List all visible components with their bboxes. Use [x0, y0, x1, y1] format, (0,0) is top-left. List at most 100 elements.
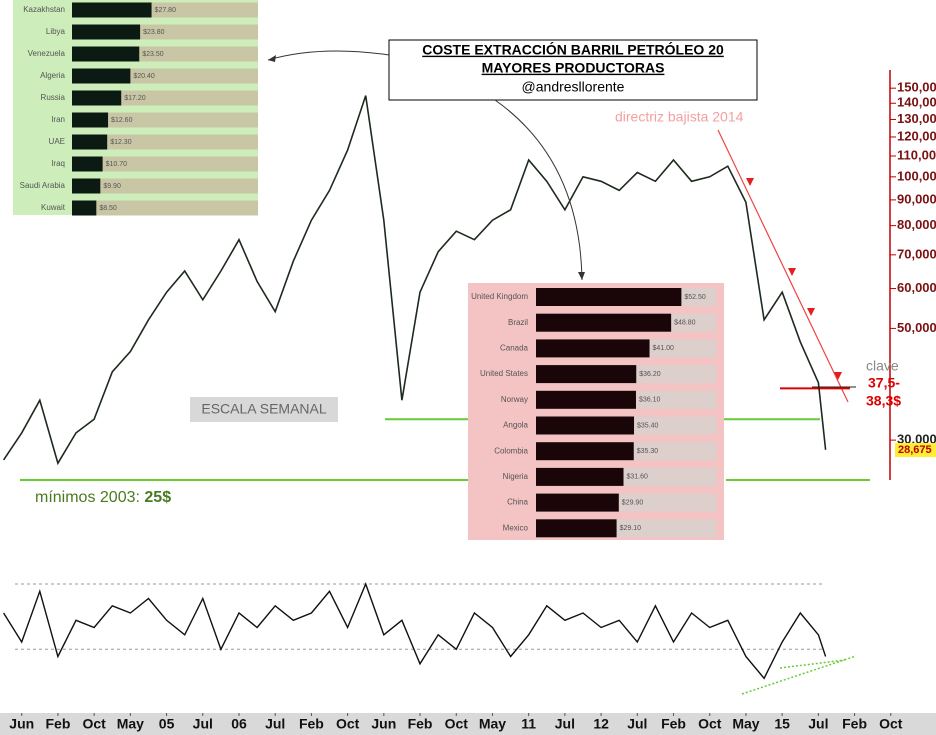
- y-tick-label: 130,00: [897, 111, 936, 126]
- bar-value-label: $31.60: [627, 474, 649, 481]
- bar: [72, 200, 97, 216]
- x-tick-label: Feb: [299, 716, 324, 732]
- bar: [536, 339, 650, 358]
- y-tick-label: 80,000: [897, 217, 936, 232]
- bar-value-label: $12.60: [111, 117, 133, 124]
- x-tick-label: Oct: [445, 716, 469, 732]
- x-tick-label: Oct: [698, 716, 722, 732]
- bar-label: Mexico: [503, 523, 529, 532]
- x-tick-label: Jul: [193, 716, 213, 732]
- bar-value-label: $20.40: [133, 73, 155, 80]
- bar: [72, 24, 141, 40]
- key-range: 37,5-: [868, 375, 900, 391]
- x-axis-strip: [0, 713, 936, 735]
- bar-value-label: $48.80: [674, 320, 696, 327]
- key-range: 38,3$: [866, 393, 901, 409]
- bar-track: [72, 200, 258, 216]
- last-value-label: 28,675: [898, 444, 932, 456]
- x-tick-label: Jul: [627, 716, 647, 732]
- pointer-head: [578, 272, 585, 280]
- x-tick-label: May: [117, 716, 144, 732]
- x-tick-label: May: [732, 716, 759, 732]
- bar: [536, 313, 672, 332]
- pointer-head: [268, 55, 276, 62]
- title: MAYORES PRODUCTORAS: [482, 60, 665, 76]
- bar-value-label: $23.50: [142, 51, 164, 58]
- bar-value-label: $35.40: [637, 422, 659, 429]
- x-tick-label: Feb: [408, 716, 433, 732]
- bar-value-label: $36.20: [639, 371, 661, 378]
- y-tick-label: 90,000: [897, 191, 936, 206]
- x-tick-label: Jun: [9, 716, 34, 732]
- bar-label: United Kingdom: [471, 292, 528, 301]
- osc-trend: [779, 659, 846, 669]
- bar-label: Iran: [51, 115, 65, 124]
- x-tick-label: Jul: [265, 716, 285, 732]
- bar-label: Kuwait: [41, 203, 66, 212]
- bar-value-label: $27.80: [155, 7, 177, 14]
- bar-label: Colombia: [494, 446, 528, 455]
- bar-value-label: $36.10: [639, 397, 661, 404]
- y-tick-label: 70,000: [897, 246, 936, 261]
- x-tick-label: May: [479, 716, 506, 732]
- bar: [536, 288, 682, 306]
- min-text: mínimos 2003:: [35, 489, 144, 506]
- x-tick-label: Jul: [555, 716, 575, 732]
- bar: [72, 134, 108, 150]
- y-tick-label: 60,000: [897, 280, 936, 295]
- x-tick-label: Feb: [45, 716, 70, 732]
- x-tick-label: 15: [774, 716, 790, 732]
- y-tick-label: 100,00: [897, 168, 936, 183]
- bar-value-label: $41.00: [653, 345, 675, 352]
- trend-label: directriz bajista 2014: [615, 109, 744, 125]
- scale-box: [190, 397, 338, 422]
- bar: [72, 178, 101, 194]
- bar-label: UAE: [49, 137, 65, 146]
- bar-label: Angola: [503, 421, 528, 430]
- bar: [72, 156, 103, 172]
- bar: [536, 416, 635, 435]
- bar-value-label: $35.30: [637, 448, 659, 455]
- bar-label: Kazakhstan: [23, 5, 65, 14]
- bar: [536, 493, 619, 512]
- bar-label: Algeria: [40, 71, 65, 80]
- bar: [72, 46, 140, 62]
- trend-line: [717, 129, 849, 403]
- bar-label: United States: [480, 369, 528, 378]
- bar: [536, 390, 636, 409]
- bar-value-label: $10.70: [106, 161, 128, 168]
- bar-label: Norway: [501, 395, 528, 404]
- bar-label: Russia: [41, 93, 66, 102]
- bar-value-label: $12.30: [110, 139, 132, 146]
- x-tick-label: Oct: [336, 716, 360, 732]
- title: COSTE EXTRACCIÓN BARRIL PETRÓLEO 20: [422, 41, 724, 58]
- bar: [72, 112, 109, 128]
- arrows: [746, 178, 842, 380]
- y-tick-label: 50,000: [897, 320, 936, 335]
- x-tick-label: 12: [593, 716, 609, 732]
- x-tick-label: Oct: [82, 716, 106, 732]
- bar-value-label: $9.90: [103, 183, 121, 190]
- bar: [72, 90, 122, 106]
- bar-track: [72, 112, 258, 128]
- y-tick-label: 140,00: [897, 95, 936, 110]
- bar-label: Canada: [500, 344, 529, 353]
- x-tick-label: Jun: [371, 716, 396, 732]
- bar-label: Venezuela: [28, 49, 66, 58]
- bar: [536, 442, 634, 461]
- bar-label: Nigeria: [503, 472, 529, 481]
- x-tick-label: Feb: [661, 716, 686, 732]
- bar-label: Iraq: [51, 159, 65, 168]
- bar-label: Libya: [46, 27, 66, 36]
- bar-label: Saudi Arabia: [20, 181, 66, 190]
- x-tick-label: 06: [231, 716, 247, 732]
- y-tick-label: 120,00: [897, 128, 936, 143]
- scale-label: ESCALA SEMANAL: [201, 401, 326, 417]
- bar-value-label: $8.50: [99, 205, 117, 212]
- price-line: [3, 582, 827, 680]
- bar-label: China: [507, 498, 528, 507]
- title-box: [388, 39, 758, 101]
- x-tick-label: 05: [159, 716, 175, 732]
- min-label: mínimos 2003: 25$: [35, 489, 171, 506]
